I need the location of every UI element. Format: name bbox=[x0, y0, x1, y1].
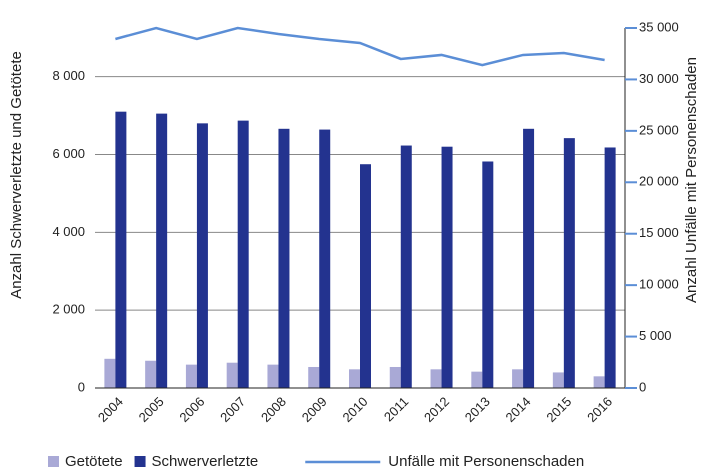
bar bbox=[523, 128, 535, 389]
bar bbox=[237, 120, 249, 389]
y2-tick-label: 20 000 bbox=[639, 174, 679, 189]
y-axis-title: Anzahl Schwerverletzte und Getötete bbox=[8, 51, 25, 299]
y-tick-label: 8 000 bbox=[52, 68, 85, 83]
bar bbox=[185, 364, 197, 388]
y-tick-label: 6 000 bbox=[52, 146, 85, 161]
bar bbox=[389, 366, 401, 388]
bar bbox=[226, 362, 238, 388]
bar bbox=[145, 360, 157, 388]
bar bbox=[308, 366, 320, 388]
x-tick-label: 2016 bbox=[584, 394, 615, 425]
x-tick-label: 2005 bbox=[136, 394, 167, 425]
bar bbox=[593, 376, 605, 388]
legend-label: Unfälle mit Personenschaden bbox=[388, 453, 584, 470]
bar bbox=[482, 161, 494, 388]
bar bbox=[552, 372, 564, 388]
x-tick-label: 2004 bbox=[95, 394, 126, 425]
y2-tick-label: 25 000 bbox=[639, 122, 679, 137]
y2-tick-label: 15 000 bbox=[639, 225, 679, 240]
y-tick-label: 2 000 bbox=[52, 302, 85, 317]
y2-axis-title: Anzahl Unfälle mit Personenschaden bbox=[683, 57, 700, 303]
y2-tick-label: 10 000 bbox=[639, 277, 679, 292]
line-series bbox=[115, 26, 605, 67]
x-tick-label: 2014 bbox=[503, 394, 534, 425]
x-tick-label: 2013 bbox=[462, 394, 493, 425]
bar bbox=[400, 145, 412, 388]
y2-tick-label: 0 bbox=[639, 379, 646, 394]
x-tick-label: 2012 bbox=[421, 394, 452, 425]
x-tick-label: 2015 bbox=[543, 394, 574, 425]
bar bbox=[604, 147, 616, 388]
bar bbox=[319, 129, 331, 389]
x-tick-label: 2007 bbox=[217, 394, 248, 425]
y2-tick-label: 35 000 bbox=[639, 19, 679, 34]
x-tick-label: 2011 bbox=[381, 394, 411, 424]
legend-swatch bbox=[48, 456, 59, 467]
x-tick-label: 2009 bbox=[299, 394, 330, 425]
x-tick-label: 2006 bbox=[176, 394, 207, 425]
bar bbox=[360, 164, 371, 388]
bar bbox=[563, 138, 575, 388]
y-tick-label: 0 bbox=[78, 379, 85, 394]
bar bbox=[441, 146, 453, 388]
bar bbox=[267, 364, 279, 388]
y-tick-label: 4 000 bbox=[52, 224, 85, 239]
bar bbox=[104, 358, 116, 388]
bar bbox=[278, 128, 290, 389]
bar bbox=[156, 113, 168, 389]
bar bbox=[471, 371, 483, 388]
legend-swatch bbox=[134, 456, 146, 467]
y2-tick-label: 30 000 bbox=[639, 71, 679, 86]
bar bbox=[512, 369, 524, 388]
x-tick-label: 2010 bbox=[339, 394, 370, 425]
bar bbox=[196, 123, 208, 388]
legend-label: Schwerverletzte bbox=[152, 453, 259, 470]
y2-tick-label: 5 000 bbox=[639, 328, 672, 343]
legend-label: Getötete bbox=[65, 453, 123, 470]
bar bbox=[430, 369, 442, 388]
bar bbox=[115, 111, 127, 389]
x-tick-label: 2008 bbox=[258, 394, 289, 425]
bar bbox=[349, 369, 360, 388]
